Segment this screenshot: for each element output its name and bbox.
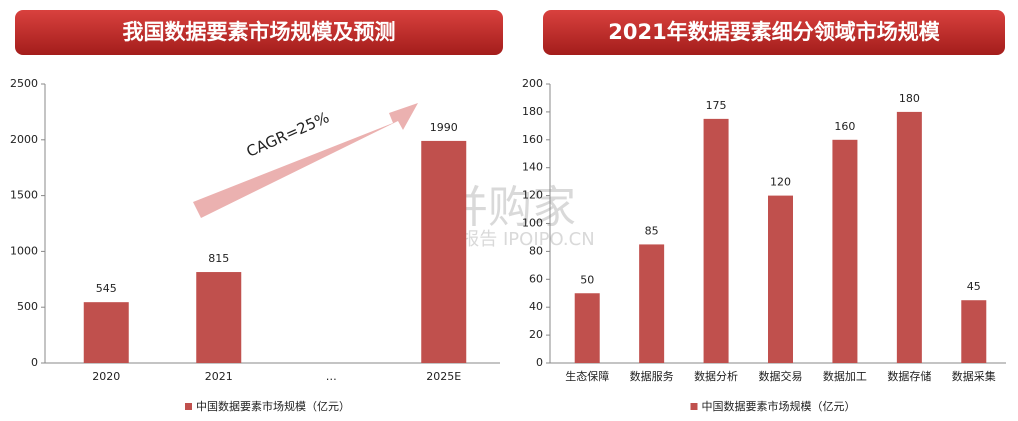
- value-label: 85: [645, 224, 659, 237]
- value-label: 120: [770, 176, 791, 189]
- y-tick-label: 100: [522, 217, 543, 230]
- y-tick-label: 2000: [10, 133, 38, 146]
- y-tick-label: 1000: [10, 244, 38, 257]
- value-label: 1990: [430, 121, 458, 134]
- value-label: 545: [96, 282, 117, 295]
- bar: [961, 300, 987, 363]
- y-tick-label: 140: [522, 161, 543, 174]
- value-label: 175: [706, 99, 727, 112]
- y-tick-label: 160: [522, 133, 543, 146]
- x-tick-label: 数据加工: [823, 369, 867, 383]
- x-tick-label: 数据服务: [630, 369, 674, 383]
- bar: [768, 195, 793, 363]
- legend-label: 中国数据要素市场规模（亿元）: [702, 399, 856, 413]
- bar: [196, 272, 242, 363]
- watermark: 行业报告 IPOIPO.CN: [425, 229, 594, 250]
- bar: [703, 118, 729, 363]
- y-tick-label: 1500: [10, 189, 38, 202]
- x-tick-label: …: [326, 370, 337, 383]
- value-label: 180: [899, 92, 920, 105]
- x-tick-label: 2020: [92, 370, 120, 383]
- x-tick-label: 2021: [205, 370, 233, 383]
- x-tick-label: 数据分析: [694, 369, 738, 383]
- bar: [421, 140, 467, 363]
- value-label: 50: [580, 273, 594, 286]
- y-tick-label: 0: [31, 356, 38, 369]
- bar: [83, 302, 129, 363]
- value-label: 815: [208, 252, 229, 265]
- x-tick-label: 生态保障: [565, 369, 609, 383]
- bar: [896, 111, 922, 364]
- bar: [574, 293, 600, 363]
- y-tick-label: 20: [529, 328, 543, 341]
- y-tick-label: 120: [522, 189, 543, 202]
- chart-title: 我国数据要素市场规模及预测: [123, 20, 396, 44]
- chart-title: 2021年数据要素细分领域市场规模: [608, 20, 940, 44]
- value-label: 160: [834, 120, 855, 133]
- x-tick-label: 2025E: [426, 370, 461, 383]
- growth-arrow: [193, 103, 418, 218]
- legend-swatch: [185, 403, 192, 410]
- y-tick-label: 40: [529, 300, 543, 313]
- title-banner: [15, 10, 503, 55]
- x-tick-label: 数据交易: [759, 369, 803, 383]
- y-tick-label: 500: [17, 300, 38, 313]
- legend-label: 中国数据要素市场规模（亿元）: [196, 399, 350, 413]
- y-tick-label: 2500: [10, 77, 38, 90]
- y-tick-label: 180: [522, 105, 543, 118]
- legend-swatch: [690, 403, 698, 410]
- y-tick-label: 0: [536, 356, 543, 369]
- value-label: 45: [967, 280, 981, 293]
- y-tick-label: 80: [529, 244, 543, 257]
- y-tick-label: 60: [529, 272, 543, 285]
- title-banner: [543, 10, 1005, 55]
- y-tick-label: 200: [522, 77, 543, 90]
- bar: [832, 139, 858, 363]
- x-tick-label: 数据采集: [952, 369, 996, 383]
- x-tick-label: 数据存储: [887, 369, 931, 383]
- bar: [639, 244, 665, 363]
